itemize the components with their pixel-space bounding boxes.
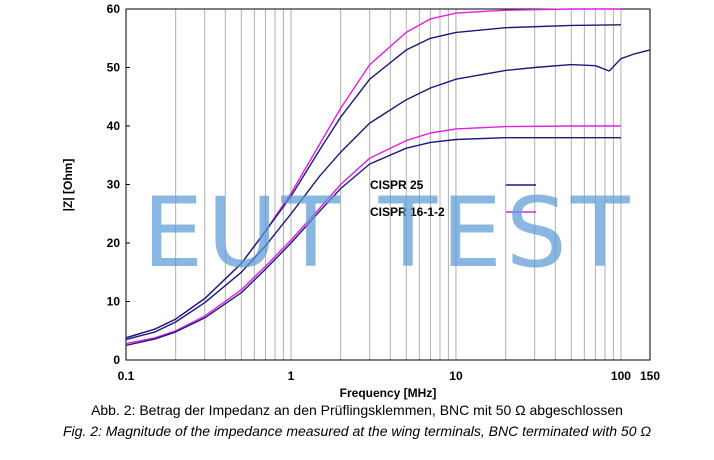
series-line-3 (125, 49, 651, 341)
series-line-4 (125, 125, 621, 345)
y-tick-label: 60 (107, 2, 121, 16)
grid-lines (175, 9, 622, 360)
x-tick-labels: 0.1 1 10 100 150 (118, 369, 661, 383)
x-tick-label: 0.1 (118, 369, 135, 383)
x-tick-label: 150 (640, 369, 660, 383)
x-tick-label: 1 (288, 369, 295, 383)
series-lines (125, 8, 651, 347)
y-axis-label: |Z| [Ohm] (61, 159, 75, 212)
y-tick-label: 0 (113, 353, 120, 367)
x-tick-label: 100 (611, 369, 631, 383)
legend-label: CISPR 25 (370, 178, 424, 192)
series-line-5 (125, 137, 621, 347)
y-tick-label: 50 (107, 61, 121, 75)
series-line-2 (125, 24, 621, 339)
y-tick-label: 20 (107, 236, 121, 250)
x-axis-label: Frequency [MHz] (340, 386, 437, 400)
legend-label: CISPR 16-1-2 (370, 205, 445, 219)
caption-german: Abb. 2: Betrag der Impedanz an den Prüfl… (91, 402, 623, 418)
y-tick-label: 10 (107, 295, 121, 309)
watermark: EUT TEST (143, 177, 634, 289)
y-tick-label: 40 (107, 119, 121, 133)
y-tick-labels: 0 10 20 30 40 50 60 (107, 2, 130, 367)
caption-english: Fig. 2: Magnitude of the impedance measu… (62, 423, 652, 439)
y-tick-label: 30 (107, 178, 121, 192)
impedance-chart: 0 10 20 30 40 50 60 0.1 1 10 100 150 |Z| [Ohm] Fre… (61, 2, 661, 400)
legend: CISPR 25 CISPR 16-1-2 (370, 178, 536, 219)
x-tick-label: 10 (449, 369, 463, 383)
